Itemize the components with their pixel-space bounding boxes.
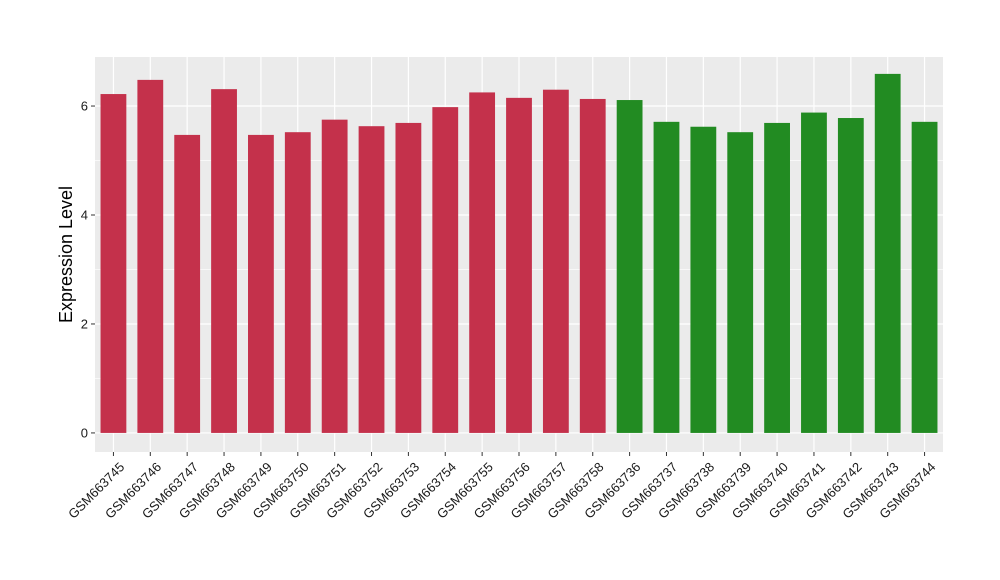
- y-tick-label: 0: [81, 425, 88, 440]
- bar-GSM663756: [506, 97, 532, 433]
- bar-GSM663741: [801, 112, 827, 433]
- bar-GSM663751: [321, 119, 348, 433]
- bar-GSM663753: [395, 122, 422, 433]
- bar-GSM663736: [616, 100, 643, 433]
- y-tick-label: 6: [81, 99, 88, 114]
- bar-GSM663744: [911, 121, 938, 433]
- bar-GSM663748: [211, 89, 237, 433]
- bar-GSM663745: [100, 94, 127, 433]
- x-axis: GSM663745GSM663746GSM663747GSM663748GSM6…: [65, 452, 938, 522]
- bar-GSM663754: [432, 107, 459, 433]
- bar-GSM663743: [874, 73, 901, 433]
- bar-GSM663752: [358, 126, 385, 433]
- bar-GSM663757: [542, 89, 569, 433]
- bar-GSM663758: [579, 98, 606, 433]
- y-tick-label: 4: [81, 208, 88, 223]
- bar-GSM663738: [690, 126, 717, 433]
- bar-GSM663749: [248, 134, 274, 433]
- bar-GSM663750: [284, 132, 311, 433]
- bar-GSM663739: [727, 132, 754, 433]
- bar-GSM663746: [137, 79, 164, 433]
- bar-GSM663755: [469, 92, 496, 433]
- bar-GSM663740: [764, 122, 790, 433]
- bars: [100, 73, 938, 433]
- y-axis: 0 2 4 6: [81, 99, 95, 440]
- y-axis-title: Expression Level: [56, 186, 76, 323]
- bar-GSM663747: [174, 134, 201, 433]
- y-tick-label: 2: [81, 316, 88, 331]
- bar-GSM663742: [837, 118, 864, 433]
- bar-GSM663737: [653, 121, 680, 433]
